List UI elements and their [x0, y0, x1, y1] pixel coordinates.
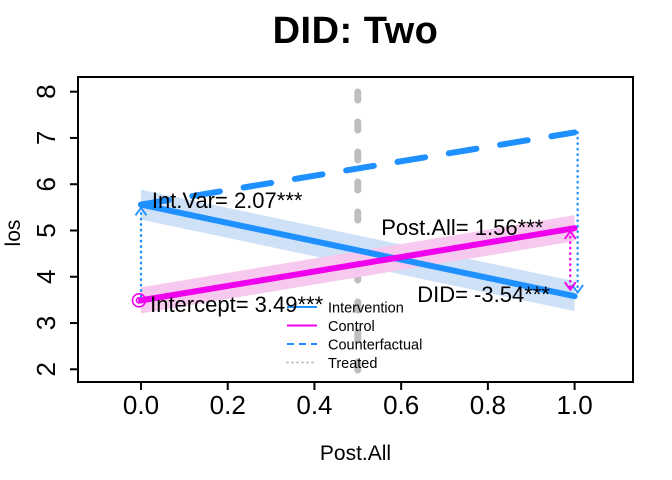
y-tick-label-6: 8	[31, 84, 61, 98]
y-tick-label-5: 7	[31, 131, 61, 145]
intercept-point-inner	[135, 296, 143, 304]
line-control	[138, 225, 578, 304]
arrowhead-down-did-gap	[564, 281, 577, 292]
x-tick-label-3: 0.6	[383, 390, 419, 420]
annotation-1: Post.All= 1.56***	[381, 215, 543, 240]
line-intervention	[138, 201, 578, 300]
arrowhead-down-treated-gap-followup	[571, 284, 584, 295]
x-tick-label-4: 0.8	[470, 390, 506, 420]
line-counterfactual	[138, 129, 578, 208]
annotation-3: DID= -3.54***	[417, 282, 550, 307]
legend-label-intervention: Intervention	[328, 301, 404, 317]
y-tick-label-2: 4	[31, 270, 61, 284]
annotation-0: Int.Var= 2.07***	[152, 188, 303, 213]
y-tick-label-0: 2	[31, 362, 61, 376]
arrowhead-up-treated-gap-baseline	[134, 206, 148, 216]
annotation-2: Intercept= 3.49***	[150, 292, 324, 317]
y-tick-label-4: 6	[31, 177, 61, 191]
arrowhead-up-did-gap	[564, 229, 577, 240]
x-axis-label: Post.All	[319, 442, 392, 465]
y-tick-label-3: 5	[31, 223, 61, 237]
x-tick-label-0: 0.0	[123, 390, 159, 420]
x-tick-label-1: 0.2	[210, 390, 246, 420]
x-tick-label-2: 0.4	[296, 390, 332, 420]
y-tick-label-1: 3	[31, 316, 61, 330]
legend-label-counterfactual: Counterfactual	[328, 338, 422, 354]
x-tick-label-5: 1.0	[557, 390, 593, 420]
intercept-point-outer	[131, 293, 147, 308]
legend-label-control: Control	[328, 319, 375, 335]
legend-label-treated: Treated	[328, 356, 377, 372]
plot-title: DID: Two	[272, 10, 439, 52]
